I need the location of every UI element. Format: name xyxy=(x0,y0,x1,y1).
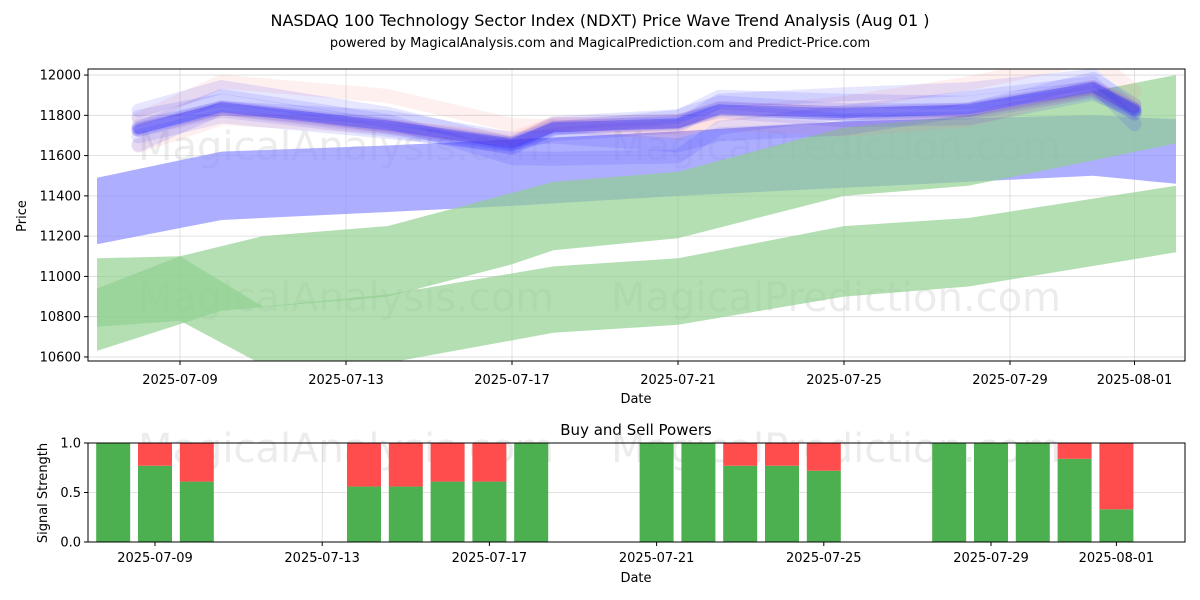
buy-bar xyxy=(179,481,214,542)
sell-bar xyxy=(430,443,465,482)
x-tick-label: 2025-07-29 xyxy=(972,373,1048,388)
x-tick-label: 2025-08-01 xyxy=(1079,551,1155,566)
wave-main-line xyxy=(133,82,1140,149)
sell-bar xyxy=(179,443,214,482)
buy-bar xyxy=(1057,458,1092,542)
powers-x-axis: 2025-07-09 2025-07-13 2025-07-17 2025-07-21… xyxy=(117,542,1154,566)
price-waves xyxy=(131,69,1142,166)
y-tick-label: 11200 xyxy=(40,230,81,245)
price-x-axis-label: Date xyxy=(620,392,651,407)
y-tick-label: 1.0 xyxy=(60,437,81,452)
x-tick-label: 2025-07-17 xyxy=(474,373,550,388)
buy-bar xyxy=(1099,509,1134,542)
buy-bar xyxy=(806,470,841,542)
price-y-axis: 10600 10800 11000 11200 11400 11600 11800 12000 xyxy=(40,69,88,365)
y-tick-label: 11600 xyxy=(40,149,81,164)
sell-bar xyxy=(1057,443,1092,459)
price-plot-frame xyxy=(87,68,1186,362)
buy-bar xyxy=(347,486,381,542)
buy-bar xyxy=(974,443,1008,542)
powers-y-axis-label: Signal Strength xyxy=(36,443,51,543)
wave-line xyxy=(131,80,1142,149)
wave-line xyxy=(131,69,1142,151)
sell-bar xyxy=(472,443,507,482)
buy-bar xyxy=(1015,443,1050,542)
sell-bar xyxy=(388,443,423,487)
price-y-axis-label: Price xyxy=(15,200,30,232)
y-tick-label: 12000 xyxy=(40,69,81,84)
forecast-band-green-2 xyxy=(97,185,1176,361)
y-tick-label: 10800 xyxy=(40,310,81,325)
powers-title: Buy and Sell Powers xyxy=(560,421,712,439)
buy-bar xyxy=(765,465,799,542)
wave-line xyxy=(131,81,1142,155)
x-tick-label: 2025-08-01 xyxy=(1097,373,1173,388)
buy-bar xyxy=(514,443,549,542)
chart-title: NASDAQ 100 Technology Sector Index (NDXT… xyxy=(270,11,929,30)
wave-line xyxy=(131,80,1142,151)
buy-bar xyxy=(723,465,758,542)
x-tick-label: 2025-07-13 xyxy=(284,551,360,566)
buy-bar xyxy=(639,443,674,542)
powers-x-axis-label: Date xyxy=(620,571,651,586)
sell-bar xyxy=(806,443,841,471)
wave-line xyxy=(131,71,1142,153)
sell-bar xyxy=(723,443,758,466)
buy-bar xyxy=(388,486,423,542)
wave-line xyxy=(131,86,1142,152)
buy-bar xyxy=(932,443,967,542)
x-tick-label: 2025-07-21 xyxy=(640,373,716,388)
y-tick-label: 11400 xyxy=(40,189,81,204)
wave-line xyxy=(131,76,1142,166)
wave-line xyxy=(131,84,1142,154)
buy-bar xyxy=(138,465,172,542)
chart-subtitle: powered by MagicalAnalysis.com and Magic… xyxy=(330,36,870,51)
powers-panel: Buy and Sell Powers MagicalAnalysis.com … xyxy=(36,421,1186,586)
price-x-axis: 2025-07-09 2025-07-13 2025-07-17 2025-07-21… xyxy=(142,361,1172,388)
x-tick-label: 2025-07-09 xyxy=(142,373,218,388)
buy-bar xyxy=(96,443,131,542)
x-tick-label: 2025-07-29 xyxy=(953,551,1029,566)
sell-bar xyxy=(1099,443,1134,510)
x-tick-label: 2025-07-25 xyxy=(806,373,882,388)
forecast-band-green-1 xyxy=(97,75,1176,351)
powers-bars xyxy=(96,443,1134,542)
buy-bar xyxy=(472,481,507,542)
wave-line xyxy=(131,69,1142,140)
price-bands xyxy=(97,75,1176,361)
price-panel: MagicalAnalysis.com MagicalPrediction.co… xyxy=(15,68,1186,407)
x-tick-label: 2025-07-17 xyxy=(452,551,528,566)
wave-line xyxy=(131,81,1142,153)
x-tick-label: 2025-07-25 xyxy=(786,551,862,566)
y-tick-label: 11000 xyxy=(40,270,81,285)
x-tick-label: 2025-07-13 xyxy=(308,373,384,388)
sell-bar xyxy=(138,443,172,466)
y-tick-label: 0.0 xyxy=(60,536,81,551)
wave-line xyxy=(131,82,1142,151)
x-tick-label: 2025-07-21 xyxy=(619,551,695,566)
y-tick-label: 10600 xyxy=(40,350,81,365)
x-tick-label: 2025-07-09 xyxy=(117,551,193,566)
y-tick-label: 0.5 xyxy=(60,486,81,501)
buy-bar xyxy=(430,481,465,542)
sell-bar xyxy=(347,443,381,487)
sell-bar xyxy=(765,443,799,466)
y-tick-label: 11800 xyxy=(40,109,81,124)
buy-bar xyxy=(681,443,716,542)
powers-y-axis: 0.0 0.5 1.0 xyxy=(60,437,88,551)
